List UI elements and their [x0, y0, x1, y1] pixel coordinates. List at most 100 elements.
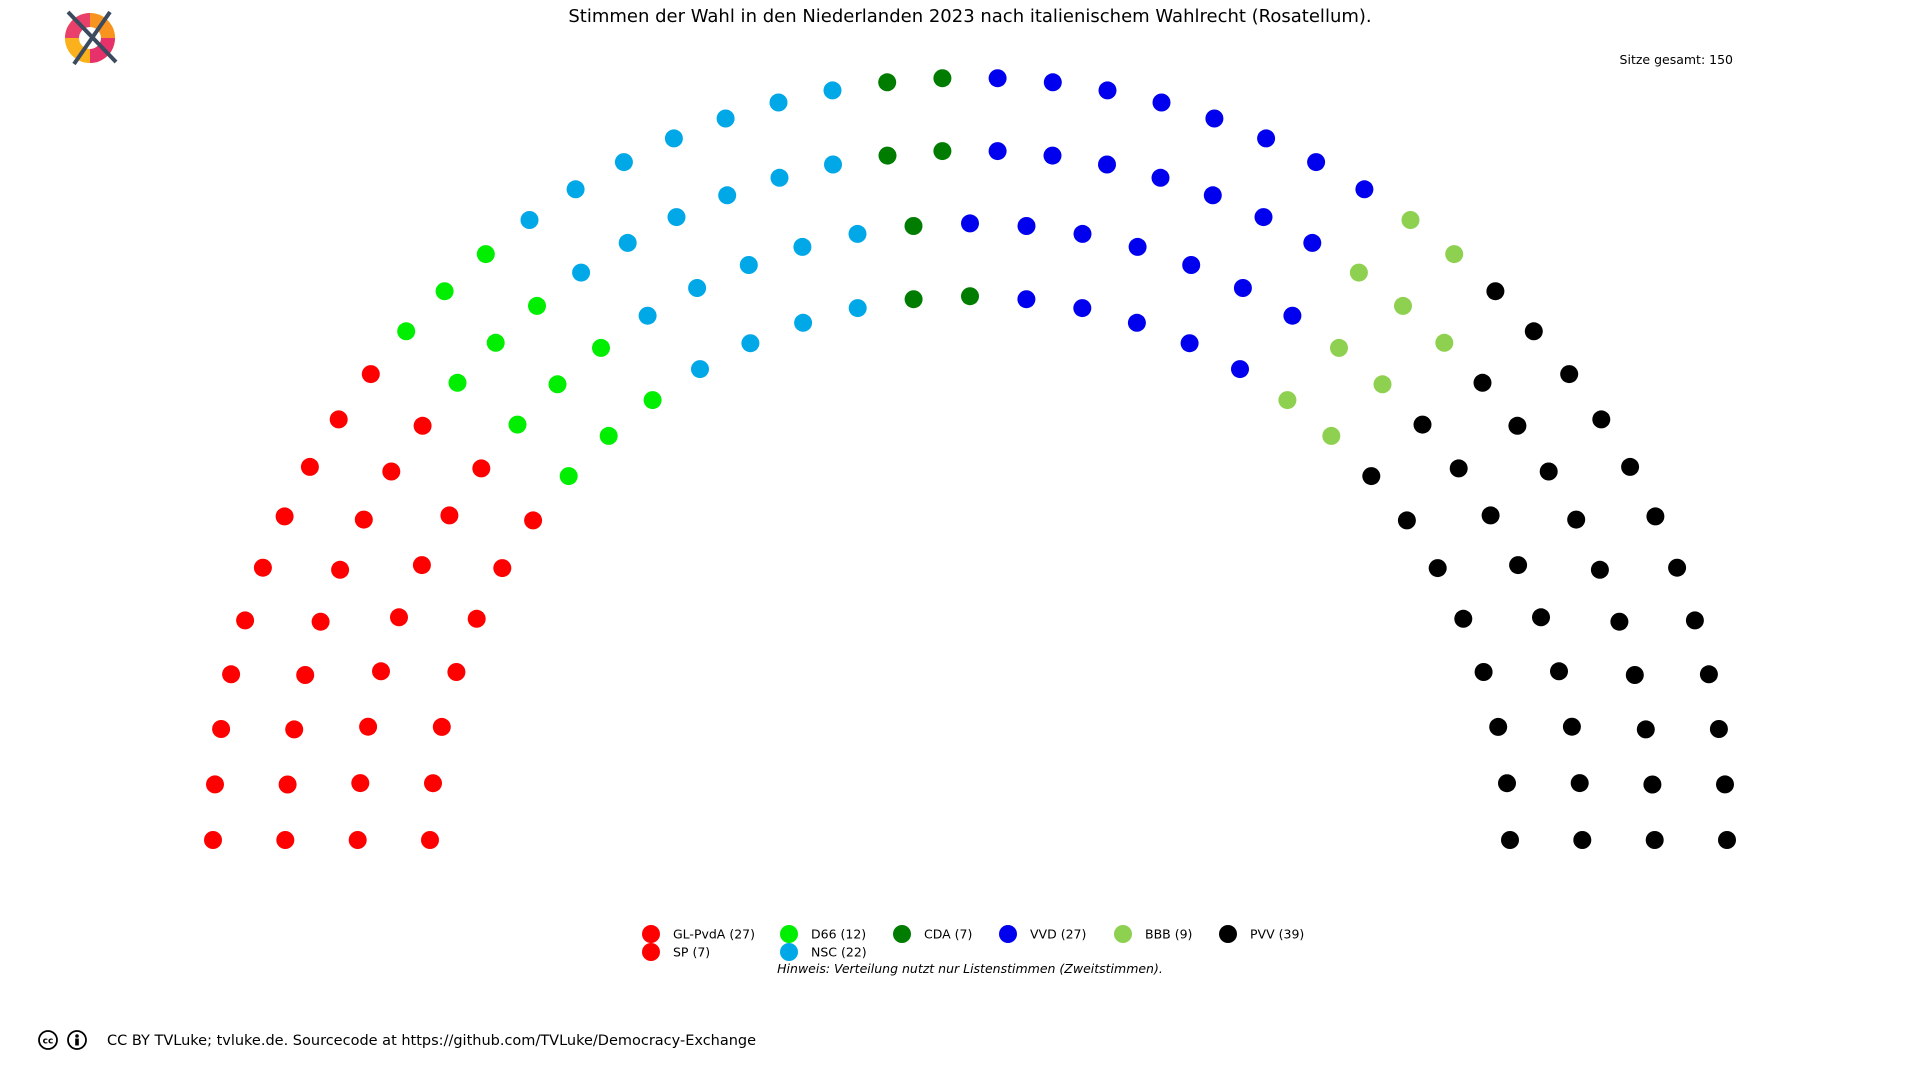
seat-marker: [206, 775, 224, 794]
by-icon: [67, 1030, 87, 1050]
seat-marker: [296, 666, 315, 684]
seat-marker: [432, 717, 451, 736]
seat-marker: [1428, 559, 1447, 578]
seat-marker: [988, 69, 1007, 88]
seat-marker: [904, 290, 923, 309]
seat-marker: [467, 609, 486, 628]
seat-marker: [1481, 506, 1500, 525]
seat-marker: [1283, 306, 1302, 325]
seat-marker: [1718, 831, 1736, 849]
seat-marker: [448, 373, 467, 392]
seat-marker: [447, 663, 466, 681]
seat-marker: [524, 511, 543, 530]
seat-marker: [204, 831, 222, 849]
seat-marker: [1349, 263, 1368, 282]
seat-marker: [1486, 282, 1505, 301]
seat-marker: [823, 81, 842, 100]
seat-marker: [1397, 511, 1416, 530]
seat-marker: [1699, 665, 1718, 684]
seat-marker: [361, 365, 380, 384]
seat-marker: [1303, 233, 1322, 252]
seat-marker: [275, 507, 294, 526]
seat-marker: [824, 155, 842, 174]
seat-marker: [285, 720, 304, 739]
legend-marker: [1219, 925, 1237, 943]
seat-marker: [222, 665, 241, 684]
seat-marker: [933, 142, 952, 161]
seat-marker: [1560, 365, 1579, 384]
seat-marker: [253, 558, 272, 577]
seat-marker: [1524, 322, 1543, 341]
svg-text:cc: cc: [43, 1037, 54, 1047]
seat-marker: [961, 287, 979, 306]
seat-marker: [1509, 556, 1528, 575]
seat-marker: [1098, 155, 1116, 174]
legend-marker: [642, 925, 660, 943]
seat-marker: [961, 214, 979, 233]
seat-marker: [1532, 608, 1550, 627]
seat-marker: [212, 720, 231, 738]
seat-marker: [476, 245, 495, 264]
legend-marker: [999, 925, 1017, 943]
legend-label: NSC (22): [811, 945, 867, 960]
seat-marker: [1592, 410, 1611, 429]
logo-icon: [65, 10, 118, 66]
seat-marker: [1205, 109, 1224, 128]
seat-marker: [1307, 153, 1326, 172]
legend-label: GL-PvdA (27): [673, 927, 755, 942]
seat-marker: [904, 217, 923, 235]
seat-marker: [1043, 73, 1062, 92]
seat-marker: [1501, 831, 1519, 849]
seat-marker: [1473, 373, 1492, 392]
seat-marker: [718, 186, 737, 205]
seat-marker: [354, 510, 373, 529]
seat-marker: [618, 233, 637, 252]
seat-marker: [1668, 558, 1687, 577]
seat-marker: [348, 831, 367, 849]
seat-marker: [848, 299, 867, 318]
seat-marker: [331, 560, 350, 579]
legend-label: SP (7): [673, 945, 710, 960]
legend-marker: [780, 925, 798, 943]
seat-marker: [412, 556, 431, 575]
seat-marker: [486, 333, 505, 352]
seat-marker: [1373, 375, 1392, 394]
legend-marker: [780, 943, 798, 961]
legend-label: D66 (12): [811, 927, 866, 942]
seat-marker: [300, 457, 319, 476]
seat-marker: [614, 153, 633, 172]
seat-marker: [1474, 663, 1493, 681]
seat-marker: [1322, 426, 1341, 445]
seat-marker: [390, 608, 408, 627]
chart-note: Hinweis: Verteilung nutzt nur Listenstim…: [777, 961, 1163, 976]
seat-marker: [1043, 146, 1062, 165]
seat-marker: [878, 73, 897, 92]
legend-label: VVD (27): [1030, 927, 1086, 942]
seat-marker: [664, 129, 683, 148]
seat-marker: [643, 391, 662, 410]
seat-marker: [878, 146, 897, 165]
seat-marker: [1231, 360, 1249, 379]
seat-marker: [311, 612, 330, 631]
seat-marker: [794, 313, 813, 332]
seat-marker: [493, 559, 512, 578]
seat-marker: [1550, 662, 1568, 681]
seat-marker: [421, 831, 439, 849]
seat-marker: [769, 93, 788, 112]
seat-marker: [1621, 457, 1640, 476]
seat-marker: [770, 168, 789, 187]
seat-marker: [1489, 717, 1508, 736]
seat-marker: [1128, 237, 1147, 256]
seat-marker: [508, 415, 527, 434]
seat-marker: [1394, 296, 1412, 315]
seat-marker: [1073, 224, 1092, 243]
seat-marker: [520, 211, 539, 229]
seat-marker: [1539, 462, 1558, 481]
seat-marker: [435, 282, 454, 301]
seat-marker: [1203, 186, 1222, 205]
seat-marker: [1449, 459, 1468, 478]
seat-marker: [1017, 290, 1036, 309]
seat-marker: [1709, 720, 1728, 738]
seat-marker: [1636, 720, 1655, 739]
seat-marker: [559, 467, 578, 486]
